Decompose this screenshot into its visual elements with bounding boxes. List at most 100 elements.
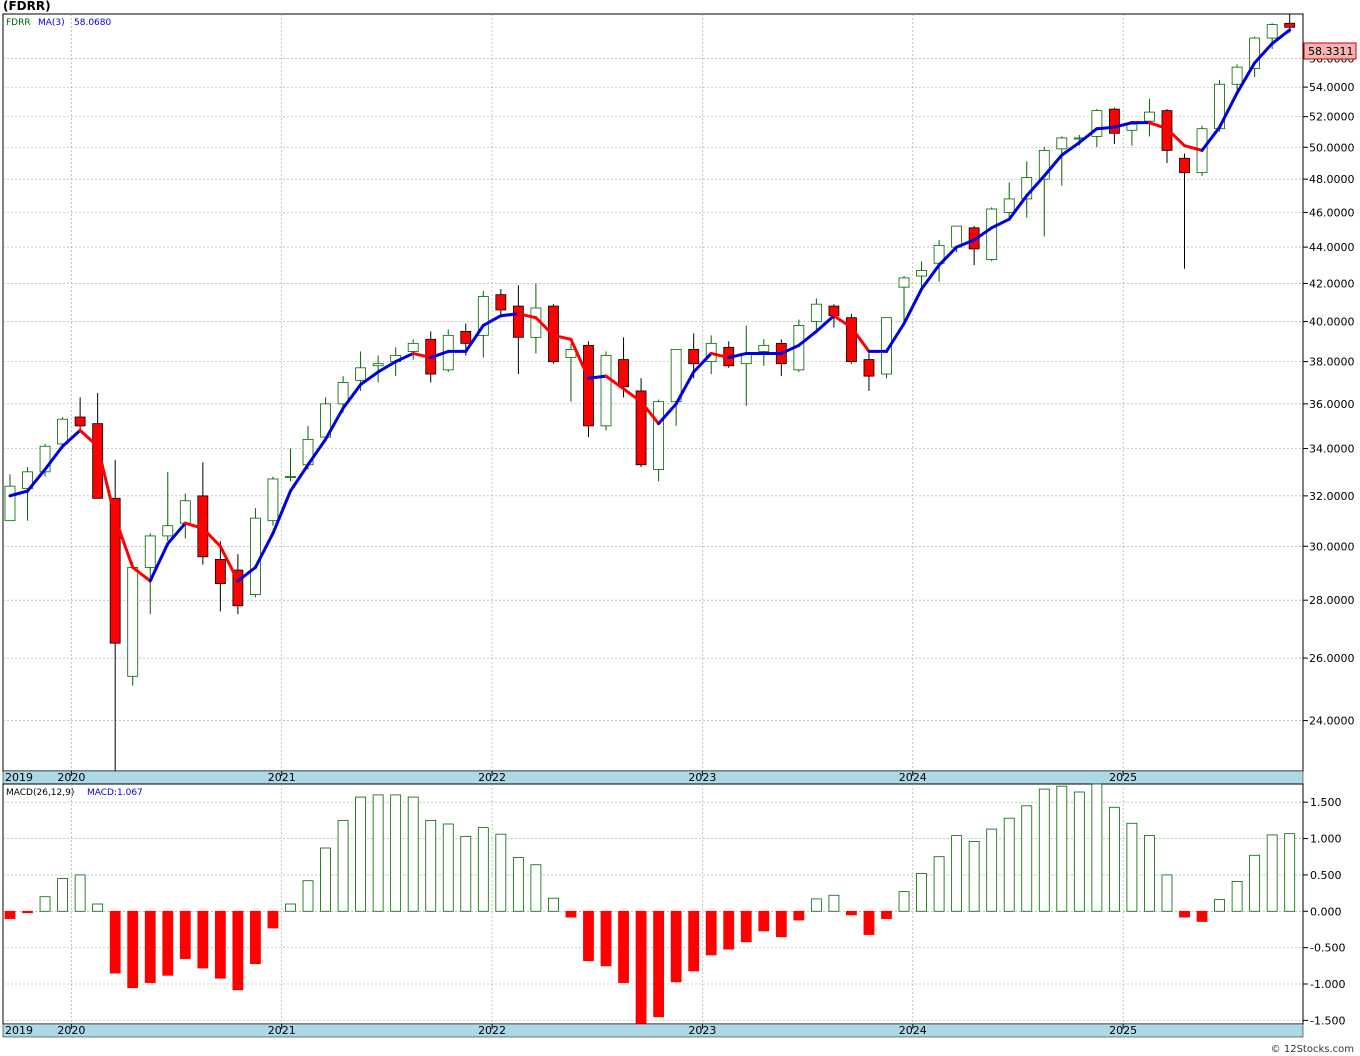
macd-bar-positive (531, 865, 541, 912)
candle-up (811, 304, 821, 321)
macd-bar-positive (58, 879, 68, 912)
macd-bar-positive (987, 829, 997, 911)
candle-up (180, 501, 190, 523)
macd-bar-positive (829, 895, 839, 911)
candle-up (356, 368, 366, 381)
x-axis-year-label: 2020 (57, 771, 85, 784)
macd-bar-negative (741, 911, 751, 942)
x-axis-year-label: 2025 (1109, 771, 1137, 784)
macd-bar-negative (215, 911, 225, 978)
macd-bar-negative (233, 911, 243, 990)
legend-ma-value: 58.0680 (74, 18, 111, 28)
macd-bar-positive (934, 857, 944, 912)
macd-bar-negative (583, 911, 593, 960)
macd-bar-positive (356, 797, 366, 911)
macd-bar-positive (391, 795, 401, 911)
macd-bar-negative (671, 911, 681, 982)
macd-bar-negative (689, 911, 699, 971)
candle-up (759, 345, 769, 351)
candle-up (285, 477, 295, 478)
x-axis-year-label: 2020 (57, 1024, 85, 1037)
candle-up (1232, 67, 1242, 84)
macd-bar-positive (321, 848, 331, 911)
macd-bar-positive (426, 820, 436, 911)
price-y-tick-label: 50.0000 (1309, 141, 1355, 154)
candle-down (1109, 109, 1119, 133)
macd-bar-negative (23, 911, 33, 912)
price-y-tick-label: 38.0000 (1309, 356, 1355, 369)
candle-down (583, 345, 593, 426)
macd-y-tick-label: 1.000 (1310, 833, 1342, 846)
macd-bar-positive (1109, 807, 1119, 911)
candle-up (163, 526, 173, 536)
candle-up (250, 518, 260, 594)
macd-bar-negative (759, 911, 769, 931)
macd-bar-positive (1250, 855, 1260, 911)
price-y-tick-label: 46.0000 (1309, 206, 1355, 219)
candle-up (671, 349, 681, 401)
price-y-tick-label: 54.0000 (1309, 81, 1355, 94)
macd-x-axis-band (3, 1024, 1303, 1037)
macd-bar-negative (794, 911, 804, 920)
x-axis-year-label: 2021 (268, 771, 296, 784)
candle-up (987, 209, 997, 260)
price-y-tick-label: 28.0000 (1309, 594, 1355, 607)
macd-bar-positive (408, 797, 418, 911)
price-y-tick-label: 34.0000 (1309, 443, 1355, 456)
candle-up (58, 419, 68, 444)
candle-down (215, 559, 225, 583)
candle-down (619, 360, 629, 387)
candle-down (513, 306, 523, 337)
candle-down (1285, 23, 1295, 27)
macd-bar-negative (5, 911, 15, 918)
candle-up (601, 355, 611, 425)
x-axis-year-label: 2023 (688, 771, 716, 784)
x-axis-year-label: 2022 (478, 771, 506, 784)
candle-up (654, 402, 664, 470)
macd-bar-positive (1215, 900, 1225, 912)
price-x-axis-band (3, 771, 1303, 784)
last-price-label: 58.3311 (1308, 45, 1354, 58)
macd-bar-positive (1074, 792, 1084, 911)
macd-bar-negative (1180, 911, 1190, 917)
x-axis-year-label: 2024 (899, 771, 927, 784)
macd-bar-negative (776, 911, 786, 936)
ma-segment (1097, 127, 1115, 129)
candle-up (917, 271, 927, 277)
x-axis-year-label: 2022 (478, 1024, 506, 1037)
candle-up (373, 364, 383, 366)
legend-ma: MA(3) (38, 18, 65, 28)
macd-bar-positive (1232, 881, 1242, 911)
macd-y-tick-label: 1.500 (1310, 796, 1342, 809)
macd-bar-positive (548, 898, 558, 911)
candle-up (952, 226, 962, 247)
macd-bar-positive (93, 904, 103, 911)
price-y-tick-label: 44.0000 (1309, 241, 1355, 254)
macd-bar-negative (145, 911, 155, 982)
macd-bar-negative (724, 911, 734, 949)
macd-y-tick-label: 0.000 (1310, 905, 1342, 918)
macd-bar-negative (163, 911, 173, 975)
price-y-tick-label: 40.0000 (1309, 316, 1355, 329)
macd-bar-positive (461, 836, 471, 911)
candle-up (5, 486, 15, 521)
x-axis-year-label: 2019 (5, 1024, 33, 1037)
macd-bar-negative (128, 911, 138, 987)
macd-bar-positive (1022, 806, 1032, 911)
macd-y-tick-label: -0.500 (1310, 942, 1345, 955)
macd-bar-positive (443, 824, 453, 911)
macd-bar-positive (969, 841, 979, 911)
macd-bar-positive (1127, 823, 1137, 911)
candle-up (1144, 112, 1154, 121)
candle-up (408, 343, 418, 351)
macd-bar-negative (882, 911, 892, 918)
x-axis-year-label: 2024 (899, 1024, 927, 1037)
macd-bar-negative (198, 911, 208, 968)
macd-bar-negative (654, 911, 664, 1016)
macd-bar-negative (566, 911, 576, 917)
macd-bar-positive (40, 897, 50, 912)
macd-bar-positive (917, 873, 927, 911)
legend-symbol: FDRR (6, 18, 31, 28)
macd-bar-negative (110, 911, 120, 973)
